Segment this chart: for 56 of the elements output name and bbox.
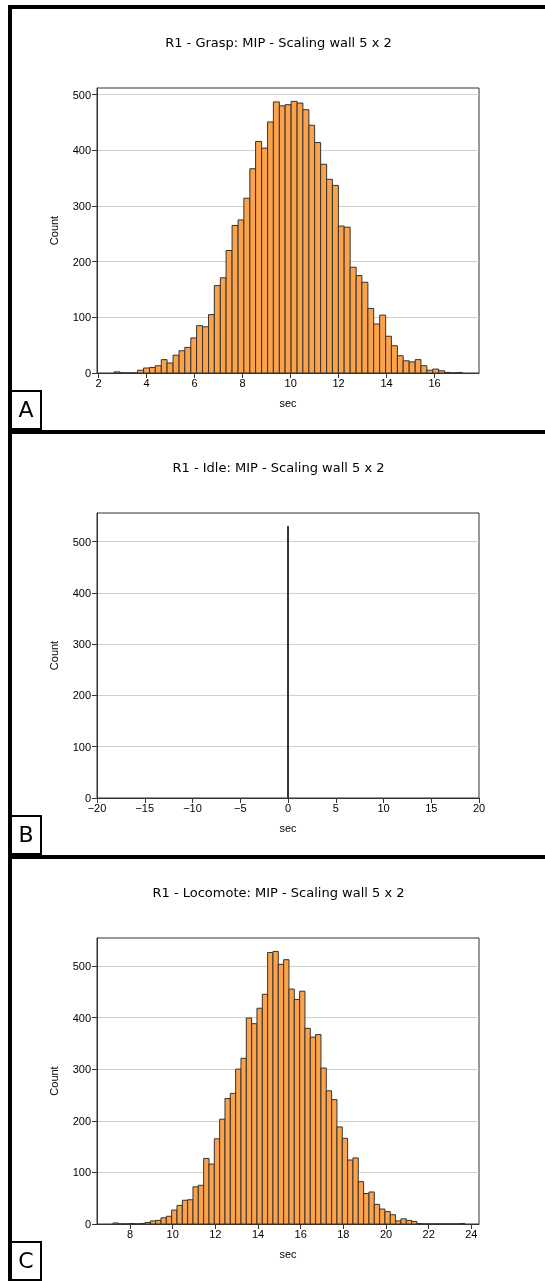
y-tick-label: 200 [72,1114,91,1127]
y-tick-label: 100 [72,740,91,753]
y-tick-label: 0 [84,1218,91,1230]
x-tick-label: 22 [422,1227,435,1240]
y-axis-title: Count [47,1066,60,1096]
y-axis-title: Count [47,640,60,671]
x-tick-label: 10 [377,801,390,814]
x-tick-label: 24 [465,1227,478,1240]
x-axis-title: sec [279,821,298,834]
x-tick-label: 5 [332,801,339,814]
text: A [12,390,42,430]
y-tick-label: 500 [72,88,91,101]
y-tick-label: 100 [72,1166,91,1179]
x-tick-label: 10 [284,376,297,389]
x-tick-label: −20 [87,801,107,814]
y-tick-label: 0 [84,792,91,804]
y-tick-label: 300 [72,638,91,651]
x-tick-label: 4 [143,376,150,389]
chart-title: R1 - Idle: MIP - Scaling wall 5 x 2 [172,460,385,475]
x-tick-label: 14 [380,376,393,389]
text: C [12,1241,42,1281]
y-tick-label: 400 [72,144,91,157]
y-axis-title: Count [47,215,60,246]
x-tick-label: 20 [472,801,486,814]
text: B [12,815,42,855]
y-tick-label: 400 [72,1011,91,1024]
x-tick-label: 10 [166,1227,179,1240]
y-tick-label: 0 [84,367,91,379]
x-tick-label: 16 [428,376,441,389]
x-tick-label: 2 [95,376,102,389]
y-tick-label: 300 [72,1063,91,1076]
x-axis-title: sec [279,396,298,409]
x-tick-label: 0 [284,801,292,814]
x-tick-label: 18 [337,1227,350,1240]
x-tick-label: 6 [191,376,198,389]
x-tick-label: 8 [239,376,246,389]
x-tick-label: −10 [183,801,202,814]
y-tick-label: 500 [72,535,91,548]
x-tick-label: 14 [251,1227,265,1240]
x-axis-title: sec [279,1247,298,1260]
y-tick-label: 300 [72,200,91,213]
chart-title: R1 - Grasp: MIP - Scaling wall 5 x 2 [165,35,392,50]
y-tick-label: 200 [72,255,91,268]
x-tick-label: 12 [332,376,345,389]
x-tick-label: 20 [379,1227,393,1240]
x-tick-label: 8 [127,1227,134,1240]
x-tick-label: −15 [135,801,155,814]
y-tick-label: 400 [72,586,91,599]
y-tick-label: 100 [72,311,91,324]
x-tick-label: 12 [209,1227,222,1240]
x-tick-label: −5 [233,801,247,814]
x-tick-label: 15 [425,801,438,814]
x-tick-label: 16 [294,1227,307,1240]
chart-title: R1 - Locomote: MIP - Scaling wall 5 x 2 [152,885,405,900]
y-tick-label: 200 [72,689,91,702]
y-tick-label: 500 [72,959,91,972]
